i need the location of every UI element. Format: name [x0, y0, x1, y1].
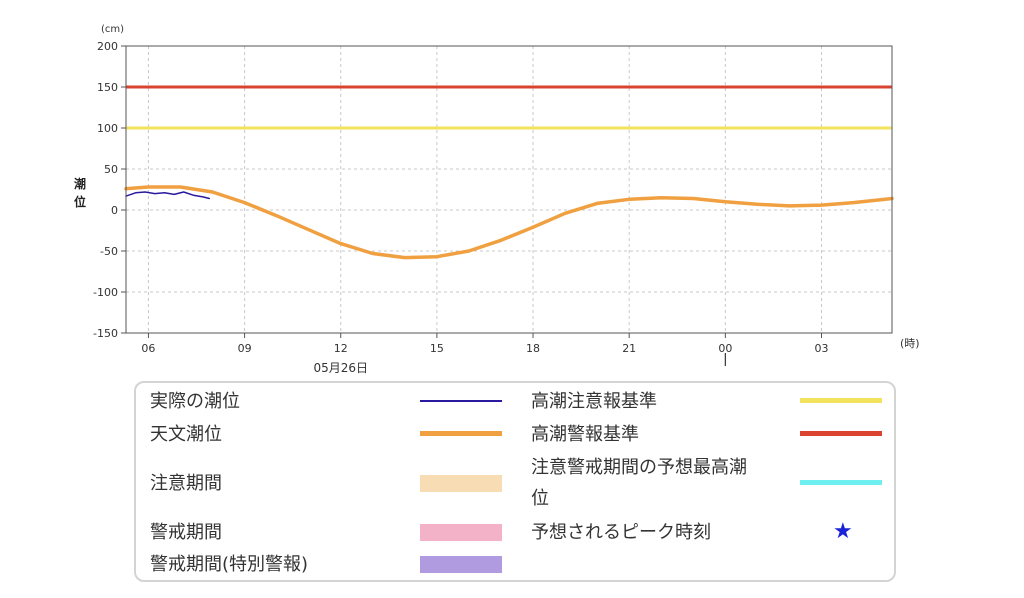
legend-label-forecast-max: 注意警戒期間の予想最高潮	[531, 457, 747, 478]
x-tick-label: 00	[718, 342, 732, 355]
x-unit-label: (時)	[900, 337, 920, 350]
legend-swatch-advisory-standard	[800, 398, 882, 403]
legend-label-special-period: 警戒期間(特別警報)	[150, 554, 309, 575]
legend-label-astro: 天文潮位	[150, 424, 222, 445]
x-tick-label: 15	[430, 342, 444, 355]
y-tick-label: 150	[97, 81, 118, 94]
legend-swatch-actual	[420, 400, 502, 402]
y-tick-label: 0	[111, 204, 118, 217]
y-tick-label: 100	[97, 122, 118, 135]
legend-swatch-forecast-max	[800, 480, 882, 485]
threshold-lines	[126, 85, 892, 130]
y-axis-title: 潮	[74, 176, 86, 191]
legend-label-forecast-max-cont: 位	[531, 488, 549, 509]
y-axis-title: 位	[74, 194, 86, 209]
date-label: 05月26日	[313, 361, 368, 375]
legend-label-caution-period: 注意期間	[150, 473, 222, 494]
y-tick-label: 200	[97, 40, 118, 53]
legend: 実際の潮位 天文潮位 注意期間 警戒期間 警戒期間(特別警報) 高潮注意報基準 …	[134, 381, 896, 582]
legend-label-peak-time: 予想されるピーク時刻	[531, 522, 711, 543]
peak-star-icon: ★	[833, 519, 853, 544]
legend-label-actual: 実際の潮位	[150, 391, 240, 412]
legend-label-warning-period: 警戒期間	[150, 522, 222, 543]
legend-swatch-special-period	[420, 556, 502, 573]
x-tick-label: 12	[334, 342, 348, 355]
x-tick-label: 18	[526, 342, 540, 355]
y-unit-label: (cm)	[101, 24, 124, 35]
series-line	[124, 185, 894, 260]
legend-swatch-warning-standard	[800, 431, 882, 436]
chart-axes: 200 150 100 50 0 -50 -100 -150 06 09 12 15 18 21 00 03 0…	[74, 24, 920, 375]
x-tick-label: 21	[622, 342, 636, 355]
legend-swatch-astro	[420, 431, 502, 436]
x-tick-label: 03	[814, 342, 828, 355]
chart-grid	[126, 46, 892, 333]
series-line	[125, 191, 211, 200]
y-tick-label: 50	[104, 163, 118, 176]
y-tick-label: -100	[93, 286, 118, 299]
tide-chart: 200 150 100 50 0 -50 -100 -150 06 09 12 15 18 21 00 03 0…	[74, 24, 920, 375]
legend-label-warning-standard: 高潮警報基準	[531, 424, 639, 445]
y-tick-label: -150	[93, 327, 118, 340]
y-tick-label: -50	[100, 245, 118, 258]
legend-swatch-warning-period	[420, 524, 502, 541]
x-tick-label: 09	[238, 342, 252, 355]
legend-label-advisory-standard: 高潮注意報基準	[531, 391, 657, 412]
chart-series	[124, 185, 894, 260]
plot-frame	[125, 45, 893, 334]
x-tick-label: 06	[141, 342, 155, 355]
legend-swatch-caution-period	[420, 475, 502, 492]
